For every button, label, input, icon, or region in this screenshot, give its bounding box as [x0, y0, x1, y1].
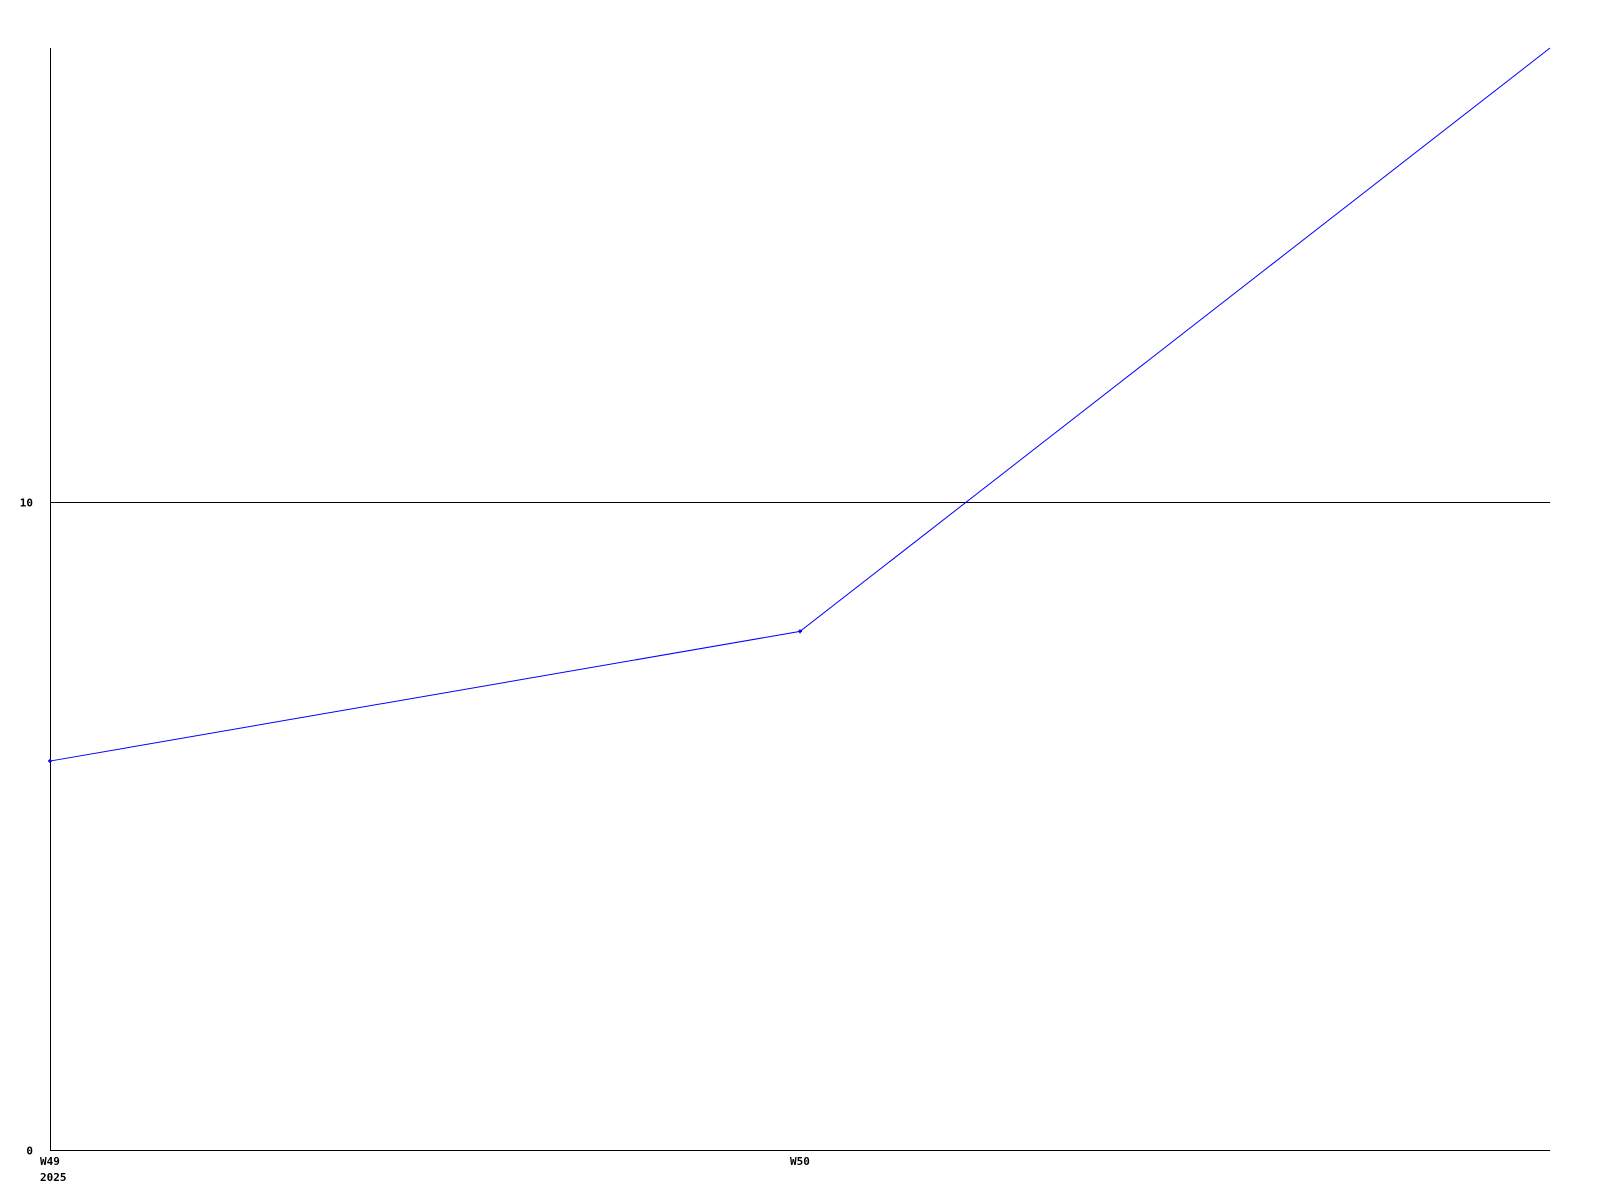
x-tick-labels: W49 2025 W50 — [40, 1155, 810, 1184]
axes — [50, 48, 1550, 1151]
x-tick-sublabel: 2025 — [40, 1171, 67, 1184]
y-tick-label: 0 — [26, 1145, 33, 1158]
data-point — [798, 629, 802, 634]
series-line — [49, 47, 1551, 762]
x-tick-label: W50 — [790, 1155, 810, 1168]
series — [48, 47, 1551, 764]
data-point — [48, 759, 52, 764]
y-tick-label: 10 — [20, 497, 33, 510]
x-tick-label: W49 — [40, 1155, 60, 1168]
y-tick-labels: 0 10 — [20, 497, 33, 1158]
